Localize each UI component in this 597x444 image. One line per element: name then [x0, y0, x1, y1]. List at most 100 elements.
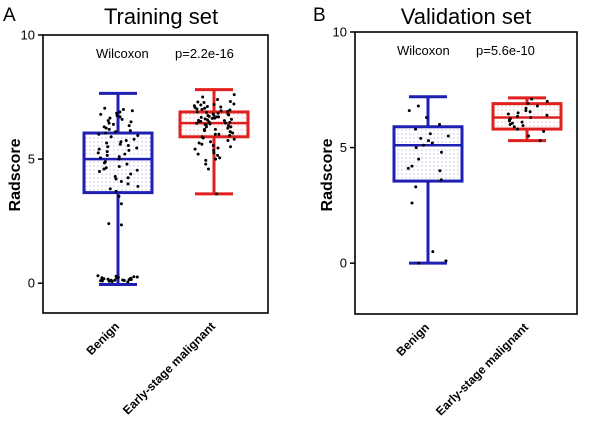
stat-test-validation: Wilcoxon	[397, 43, 450, 58]
data-point-malignant	[196, 100, 200, 104]
category-label-benign: Benign	[83, 319, 122, 358]
data-point-benign	[126, 176, 130, 180]
chart-title-training: Training set	[104, 4, 218, 29]
data-point-benign	[128, 277, 132, 281]
data-point-benign	[129, 172, 133, 176]
data-point-benign	[406, 166, 410, 170]
data-point-benign	[135, 275, 139, 279]
data-point-malignant	[506, 112, 510, 116]
data-point-malignant	[538, 139, 542, 143]
data-point-benign	[126, 143, 130, 147]
panel-training: A Training set Wilcoxon p=2.2e-16 Radsco…	[3, 4, 269, 417]
chart-title-validation: Validation set	[401, 4, 531, 29]
panel-letter-a: A	[3, 5, 16, 26]
data-point-benign	[130, 109, 134, 113]
data-point-benign	[119, 140, 123, 144]
data-point-benign	[127, 148, 131, 152]
data-point-benign	[100, 276, 104, 280]
data-point-malignant	[212, 151, 216, 155]
data-point-benign	[117, 194, 121, 198]
data-point-malignant	[218, 156, 222, 160]
y-tick-label-validation: 10	[333, 25, 347, 40]
data-point-malignant	[545, 99, 549, 103]
y-tick-label-validation: 5	[340, 140, 347, 155]
plot-frame-validation	[354, 31, 578, 315]
data-point-benign	[113, 174, 117, 178]
data-point-malignant	[219, 105, 223, 109]
data-point-malignant	[524, 106, 528, 110]
data-point-benign	[121, 278, 125, 282]
data-point-malignant	[217, 132, 221, 136]
data-point-benign	[117, 157, 121, 161]
y-tick-label-validation: 0	[340, 256, 347, 271]
data-point-malignant	[196, 152, 200, 156]
data-point-benign	[430, 141, 434, 145]
data-point-malignant	[193, 105, 197, 109]
data-point-benign	[438, 169, 442, 173]
data-point-benign	[119, 223, 123, 227]
data-point-benign	[414, 146, 418, 150]
data-point-benign	[119, 179, 123, 183]
category-label-malignant: Early-stage malignant	[120, 319, 218, 417]
data-point-benign	[428, 132, 432, 136]
data-point-malignant	[203, 106, 207, 110]
data-point-malignant	[197, 141, 201, 145]
data-point-benign	[115, 114, 119, 118]
data-point-benign	[106, 277, 110, 281]
data-point-malignant	[216, 98, 220, 102]
data-point-benign	[439, 178, 443, 182]
stat-p-training: p=2.2e-16	[175, 46, 234, 61]
data-point-benign	[135, 146, 139, 150]
data-point-malignant	[529, 116, 533, 120]
data-point-malignant	[197, 118, 201, 122]
data-point-malignant	[508, 117, 512, 121]
data-point-benign	[123, 152, 127, 156]
data-point-malignant	[542, 129, 546, 133]
data-point-malignant	[212, 148, 216, 152]
data-point-benign	[119, 202, 123, 206]
data-point-benign	[102, 161, 106, 165]
data-point-benign	[126, 182, 130, 186]
data-point-malignant	[202, 127, 206, 131]
y-tick-label-training: 5	[28, 152, 35, 167]
data-point-benign	[118, 142, 122, 146]
data-point-malignant	[231, 131, 235, 135]
panel-letter-b: B	[313, 5, 326, 26]
plot-frame-training	[42, 34, 269, 314]
data-point-benign	[99, 112, 103, 116]
category-labels-validation: Benign Early-stage malignant	[393, 320, 531, 418]
data-point-benign	[104, 131, 108, 135]
data-point-malignant	[211, 112, 215, 116]
y-axis-label-training: Radscore	[7, 138, 24, 211]
data-point-malignant	[216, 111, 220, 115]
data-point-benign	[426, 139, 430, 143]
data-point-benign	[417, 157, 421, 161]
data-point-malignant	[206, 167, 210, 171]
data-point-malignant	[226, 124, 230, 128]
data-point-benign	[132, 137, 136, 141]
data-point-malignant	[530, 97, 534, 101]
data-point-malignant	[512, 125, 516, 129]
data-point-malignant	[232, 93, 236, 97]
category-label-benign: Benign	[393, 320, 432, 359]
data-point-malignant	[521, 124, 525, 128]
stat-test-training: Wilcoxon	[96, 46, 149, 61]
data-point-benign	[113, 278, 117, 282]
y-tick-label-training: 10	[21, 28, 35, 43]
data-point-benign	[120, 117, 124, 121]
data-point-benign	[431, 250, 435, 254]
data-point-malignant	[228, 120, 232, 124]
data-point-benign	[115, 111, 119, 115]
data-point-benign	[109, 278, 113, 282]
data-point-benign	[114, 130, 118, 134]
y-ticks-training: 0 5 10	[21, 28, 43, 291]
data-point-malignant	[222, 119, 226, 123]
data-point-benign	[117, 155, 121, 159]
data-point-malignant	[228, 130, 232, 134]
data-point-benign	[106, 119, 110, 123]
data-point-benign	[135, 168, 139, 172]
data-point-benign	[439, 150, 443, 154]
data-point-malignant	[201, 95, 205, 99]
